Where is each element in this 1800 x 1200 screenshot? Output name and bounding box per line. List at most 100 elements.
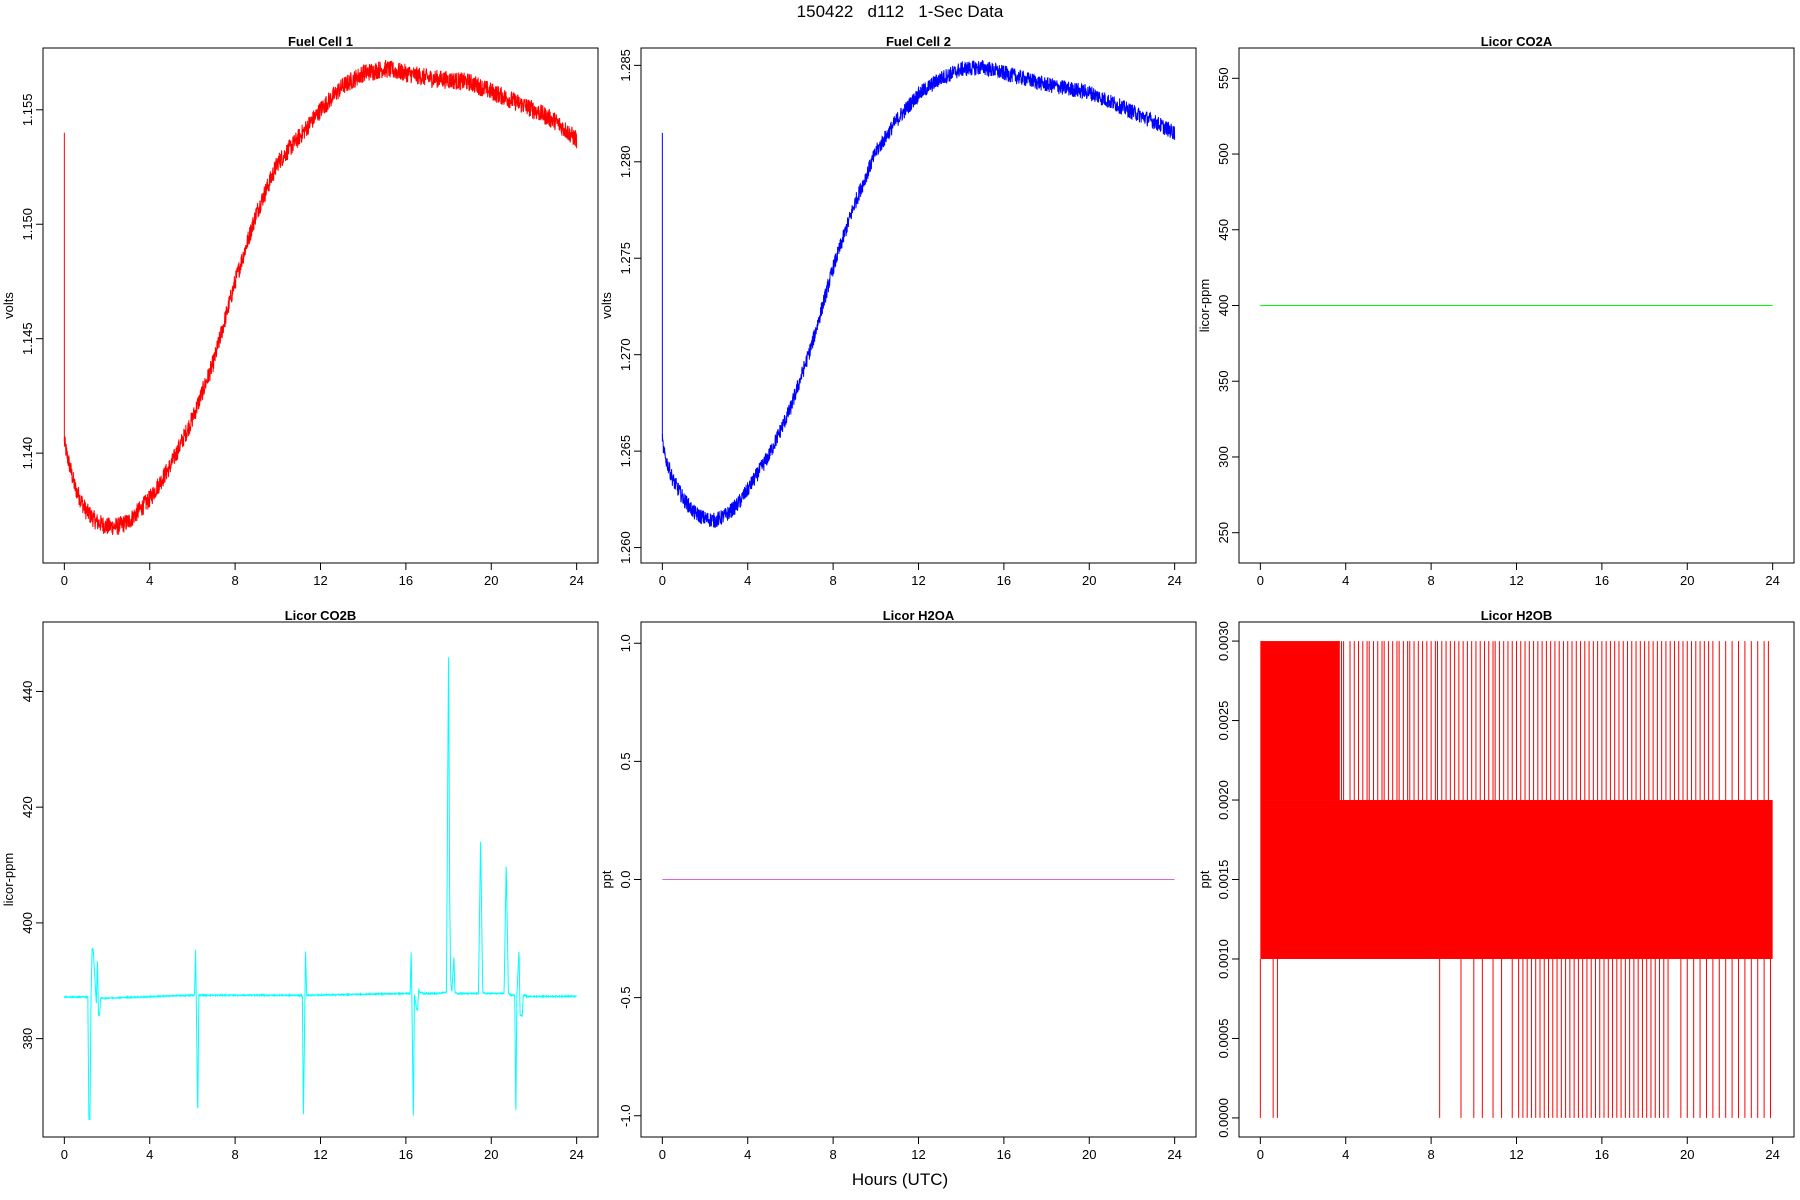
x-tick-label: 20 (1680, 573, 1694, 588)
y-tick-label: 250 (1216, 522, 1231, 544)
y-tick-label: 0.0015 (1216, 860, 1231, 900)
data-layer (1259, 641, 1773, 1118)
x-tick-label: 8 (231, 1147, 238, 1162)
data-layer (63, 59, 578, 536)
series-spike-dense (1260, 641, 1340, 801)
y-tick-label: 0.0020 (1216, 780, 1231, 820)
x-tick-label: 16 (997, 573, 1011, 588)
y-tick-label: 0.0010 (1216, 939, 1231, 979)
y-tick-label: 450 (1216, 219, 1231, 241)
y-tick-label: 400 (20, 912, 35, 934)
panel-6: Licor H2OB ppt 0 4 8 12 16 20 24 0.0000 0.0005 0.00… (1197, 608, 1795, 1162)
plot-frame (42, 621, 599, 1138)
x-tick-label: 12 (911, 573, 925, 588)
x-tick-label: 8 (1427, 573, 1434, 588)
x-tick-label: 24 (1765, 1147, 1779, 1162)
y-tick-label: 1.270 (618, 338, 633, 371)
y-tick-label: 0.5 (618, 752, 633, 770)
y-axis-label: volts (1, 292, 16, 319)
x-tick-label: 20 (1680, 1147, 1694, 1162)
x-tick-label: 12 (313, 573, 327, 588)
y-axis-label: volts (599, 292, 614, 319)
y-tick-label: 1.150 (20, 208, 35, 241)
panel-4: Licor CO2B licor-ppm 0 4 8 12 16 20 24 380 400 420 4… (1, 608, 599, 1162)
y-tick-label: 1.275 (618, 242, 633, 275)
y-tick-label: 400 (1216, 295, 1231, 317)
x-tick-label: 20 (484, 573, 498, 588)
y-tick-label: 0.0025 (1216, 701, 1231, 741)
y-tick-label: 350 (1216, 370, 1231, 392)
y-axis-label: ppt (1197, 870, 1212, 888)
x-axis-label: Hours (UTC) (851, 1170, 949, 1189)
x-tick-label: 20 (1082, 573, 1096, 588)
x-tick-label: 4 (744, 1147, 751, 1162)
x-tick-label: 12 (313, 1147, 327, 1162)
panel-title: Licor H2OB (1481, 608, 1553, 623)
panel-title: Fuel Cell 2 (886, 34, 951, 49)
y-tick-label: 0.0005 (1216, 1019, 1231, 1059)
x-tick-label: 4 (744, 573, 751, 588)
panel-1: Fuel Cell 1 volts 0 4 8 12 16 20 24 1.140 1.145 1.1… (1, 34, 599, 588)
y-tick-label: 1.265 (618, 435, 633, 468)
x-tick-label: 4 (146, 1147, 153, 1162)
y-axis-label: ppt (599, 870, 614, 888)
x-tick-label: 0 (659, 1147, 666, 1162)
x-tick-label: 12 (1509, 1147, 1523, 1162)
plot-frame (640, 47, 1197, 564)
series-line (63, 59, 578, 536)
x-tick-label: 8 (231, 573, 238, 588)
y-axis-label: licor-ppm (1197, 279, 1212, 332)
x-tick-label: 4 (1342, 1147, 1349, 1162)
y-tick-label: 1.260 (618, 531, 633, 564)
series-line (63, 657, 577, 1121)
y-tick-label: 0.0 (618, 870, 633, 888)
y-tick-label: 550 (1216, 67, 1231, 89)
x-tick-label: 8 (829, 573, 836, 588)
y-tick-label: 380 (20, 1028, 35, 1050)
x-tick-label: 4 (146, 573, 153, 588)
x-tick-label: 0 (659, 573, 666, 588)
x-tick-label: 0 (1257, 573, 1264, 588)
x-tick-label: 24 (569, 1147, 583, 1162)
x-tick-label: 4 (1342, 573, 1349, 588)
y-tick-label: 1.155 (20, 94, 35, 127)
x-tick-label: 24 (1765, 573, 1779, 588)
x-tick-label: 24 (569, 573, 583, 588)
x-tick-label: 24 (1167, 573, 1181, 588)
y-tick-label: 440 (20, 681, 35, 703)
panel-3: Licor CO2A licor-ppm 0 4 8 12 16 20 24 250 300 350 4… (1197, 34, 1795, 588)
x-tick-label: 8 (829, 1147, 836, 1162)
x-tick-label: 8 (1427, 1147, 1434, 1162)
x-tick-label: 16 (399, 1147, 413, 1162)
panel-title: Licor CO2B (285, 608, 357, 623)
y-tick-label: -0.5 (618, 986, 633, 1008)
y-tick-label: 1.140 (20, 437, 35, 470)
y-tick-label: 500 (1216, 143, 1231, 165)
x-tick-label: 16 (399, 573, 413, 588)
x-tick-label: 12 (911, 1147, 925, 1162)
x-tick-label: 12 (1509, 573, 1523, 588)
panel-title: Licor CO2A (1481, 34, 1553, 49)
y-tick-label: 1.285 (618, 49, 633, 82)
plot-frame (42, 47, 599, 564)
x-tick-label: 16 (997, 1147, 1011, 1162)
y-tick-label: -1.0 (618, 1105, 633, 1127)
y-tick-label: 1.280 (618, 146, 633, 179)
y-tick-label: 0.0000 (1216, 1098, 1231, 1138)
panel-title: Licor H2OA (883, 608, 955, 623)
panel-title: Fuel Cell 1 (288, 34, 353, 49)
series-line (661, 60, 1176, 529)
panel-5: Licor H2OA ppt 0 4 8 12 16 20 24 -1.0 -0.5 0.0 0.5 1.… (599, 608, 1197, 1162)
x-tick-label: 0 (61, 573, 68, 588)
page-title: 150422 d112 1-Sec Data (796, 2, 1004, 21)
y-axis-label: licor-ppm (1, 853, 16, 906)
x-tick-label: 16 (1595, 1147, 1609, 1162)
data-layer (661, 60, 1176, 529)
data-layer (63, 657, 577, 1121)
x-tick-label: 20 (1082, 1147, 1096, 1162)
x-tick-label: 16 (1595, 573, 1609, 588)
y-tick-label: 1.145 (20, 322, 35, 355)
x-tick-label: 20 (484, 1147, 498, 1162)
y-tick-label: 1.0 (618, 634, 633, 652)
